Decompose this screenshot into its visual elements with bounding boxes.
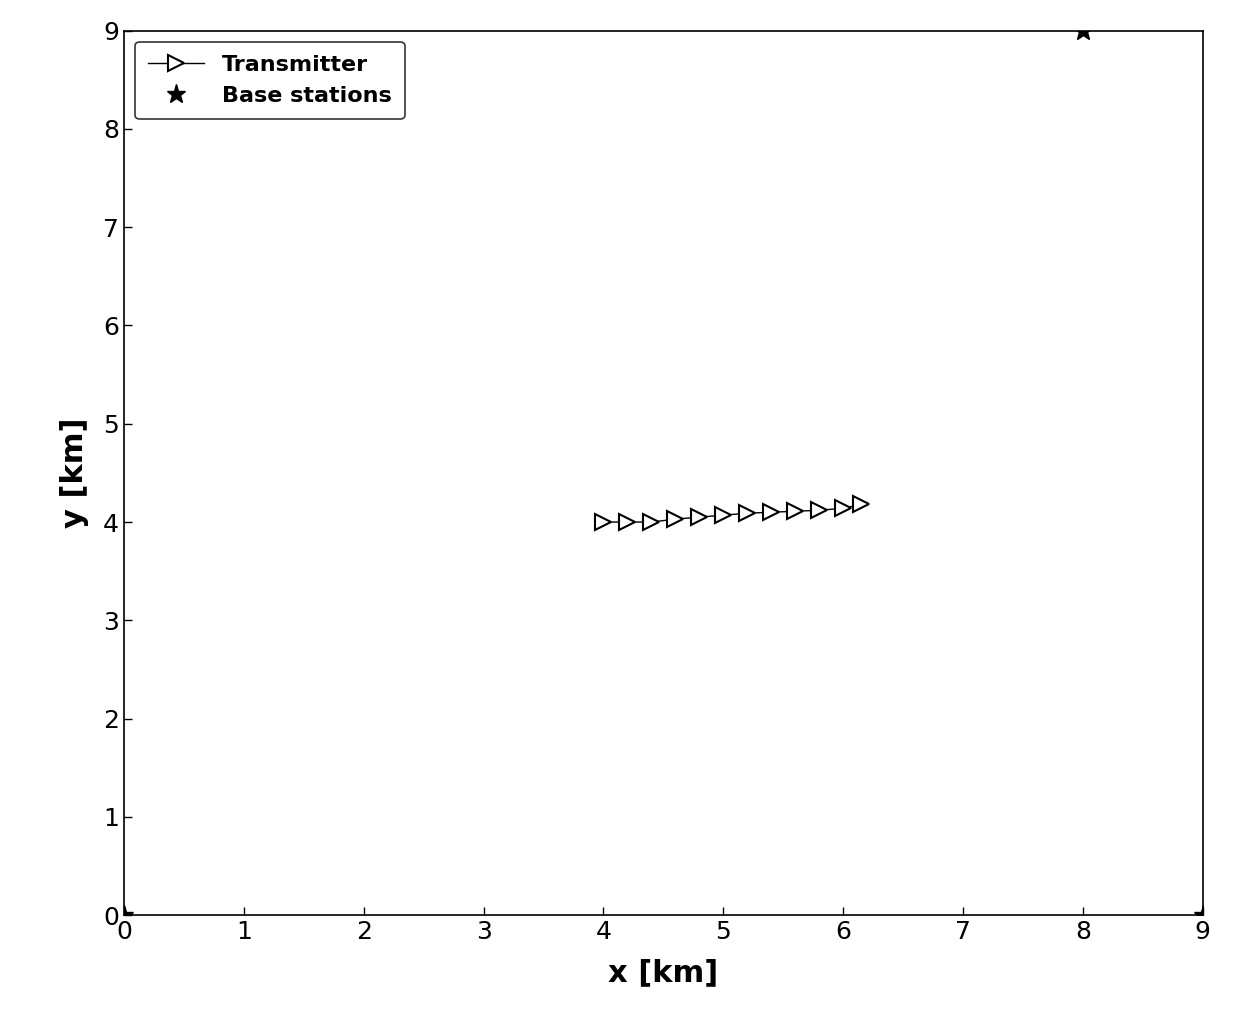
Legend: Transmitter, Base stations: Transmitter, Base stations bbox=[135, 42, 405, 119]
Y-axis label: y [km]: y [km] bbox=[61, 418, 89, 528]
X-axis label: x [km]: x [km] bbox=[609, 958, 718, 988]
